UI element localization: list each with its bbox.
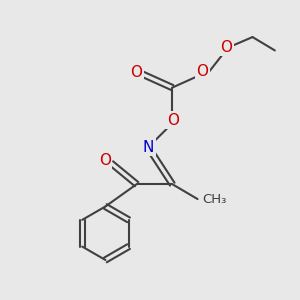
Text: O: O [99, 154, 111, 169]
Text: O: O [130, 65, 142, 80]
Text: O: O [196, 64, 208, 79]
Text: CH₃: CH₃ [202, 193, 226, 206]
Text: N: N [143, 140, 154, 154]
Text: O: O [220, 40, 232, 55]
Text: O: O [167, 113, 179, 128]
